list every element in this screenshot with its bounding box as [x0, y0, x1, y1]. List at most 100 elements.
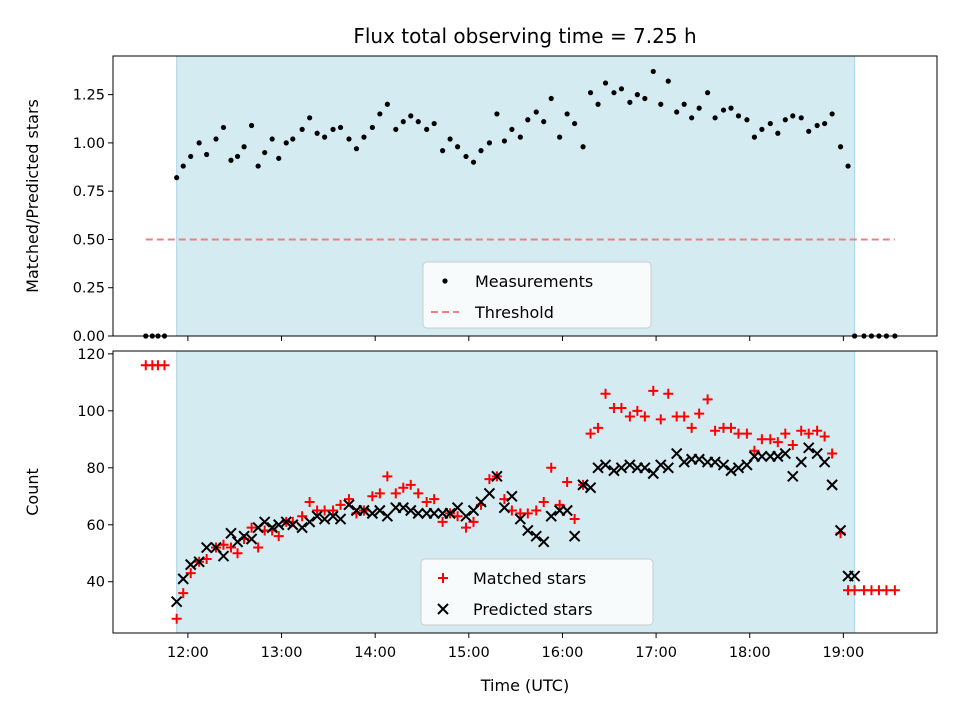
data-point: [554, 499, 565, 510]
data-point: [299, 126, 305, 132]
x-tick-label: 16:00: [542, 645, 584, 661]
data-point: [726, 422, 736, 433]
data-point: [678, 456, 690, 468]
data-point: [241, 144, 247, 150]
data-point: [765, 434, 776, 445]
legend-swatch: [442, 278, 448, 284]
legend-swatch: [437, 603, 449, 615]
legend-label: Measurements: [475, 272, 593, 291]
y-tick-label: 40: [87, 575, 105, 591]
data-point: [390, 488, 401, 499]
data-point: [616, 402, 627, 413]
data-point: [531, 505, 542, 516]
data-point: [170, 595, 183, 608]
data-point: [732, 462, 745, 474]
data-point: [798, 115, 804, 121]
data-point: [506, 490, 518, 502]
data-point: [319, 505, 330, 516]
data-point: [501, 138, 507, 144]
x-tick-label: 17:00: [635, 645, 677, 661]
legend-label: Threshold: [474, 303, 554, 322]
data-point: [525, 117, 531, 123]
data-point: [663, 388, 674, 399]
data-point: [232, 548, 243, 559]
data-point: [437, 516, 448, 527]
data-point: [702, 394, 713, 405]
data-point: [185, 568, 196, 579]
data-point: [188, 153, 194, 160]
data-point: [366, 507, 379, 520]
data-point: [444, 507, 456, 520]
data-point: [803, 442, 815, 454]
data-point: [311, 510, 323, 522]
x-tick-label: 14:00: [354, 645, 396, 661]
data-point: [178, 588, 189, 599]
data-point: [429, 494, 440, 505]
data-point: [393, 126, 399, 132]
data-point: [428, 507, 440, 520]
data-point: [717, 459, 730, 471]
data-point: [273, 531, 284, 542]
data-point: [624, 411, 635, 422]
data-point: [475, 496, 487, 508]
data-point: [602, 80, 609, 86]
data-point: [639, 411, 650, 422]
data-point: [741, 428, 752, 439]
y-tick-label: 100: [77, 404, 105, 420]
data-point: [296, 521, 308, 534]
data-point: [280, 516, 292, 528]
data-point: [405, 504, 417, 517]
data-point: [258, 516, 271, 528]
data-point: [353, 146, 360, 152]
data-point: [213, 136, 219, 142]
data-point: [517, 134, 523, 140]
data-point: [171, 613, 182, 624]
data-point: [398, 482, 409, 493]
data-point: [775, 130, 781, 136]
data-point: [461, 522, 472, 533]
data-point: [287, 519, 299, 531]
data-point: [468, 516, 479, 527]
data-point: [225, 542, 236, 553]
data-point: [314, 130, 320, 136]
data-point: [483, 487, 496, 500]
data-point: [343, 494, 354, 505]
data-point: [217, 550, 230, 562]
data-point: [548, 95, 554, 102]
y-axis-label: Matched/Predicted stars: [23, 99, 42, 293]
data-point: [599, 459, 612, 471]
data-point: [615, 462, 628, 474]
series-1: [143, 68, 898, 339]
data-point: [662, 462, 674, 474]
legend: Matched stars Predicted stars: [420, 558, 654, 626]
data-point: [346, 136, 352, 142]
data-point: [679, 411, 690, 422]
data-point: [486, 140, 493, 146]
data-point: [174, 175, 180, 181]
data-point: [405, 479, 416, 490]
data-point: [648, 385, 659, 396]
data-point: [522, 508, 533, 519]
data-point: [533, 109, 539, 115]
data-point: [725, 464, 737, 477]
data-point: [665, 78, 671, 84]
data-point: [796, 425, 807, 436]
data-point: [694, 408, 705, 419]
y-tick-label: 1.25: [73, 88, 105, 104]
legend-label: Predicted stars: [473, 600, 593, 619]
data-point: [225, 527, 237, 540]
data-point: [220, 124, 227, 131]
data-point: [779, 447, 792, 460]
data-point: [767, 120, 773, 127]
data-point: [585, 428, 596, 439]
data-point: [269, 136, 275, 142]
data-point: [273, 519, 285, 531]
data-point: [431, 120, 437, 127]
data-point: [827, 448, 838, 459]
data-point: [328, 505, 339, 516]
y-tick-label: 0.75: [73, 184, 105, 200]
data-point: [337, 124, 344, 131]
data-point: [415, 119, 421, 125]
count-panel: 40 60 80 100 120 12:00 13:00 14:00 15:00 16:00 17:…: [23, 347, 938, 695]
data-point: [400, 119, 406, 125]
